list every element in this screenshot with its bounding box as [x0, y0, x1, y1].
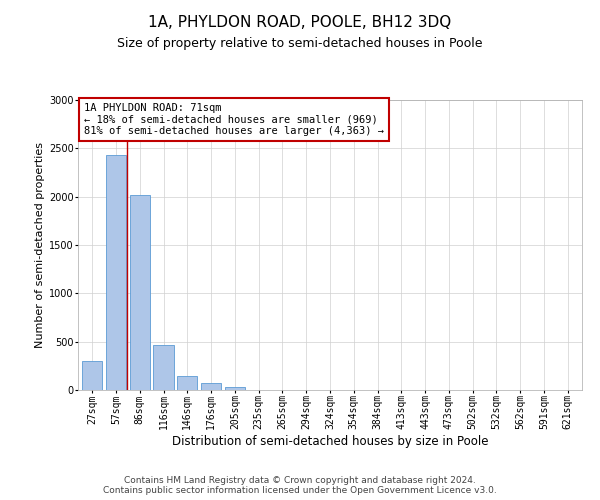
Bar: [130, 194, 150, 390]
Text: Contains HM Land Registry data © Crown copyright and database right 2024.
Contai: Contains HM Land Registry data © Crown c…: [103, 476, 497, 495]
Bar: [82, 361, 103, 390]
Bar: [177, 376, 197, 390]
Bar: [106, 155, 126, 390]
Y-axis label: Number of semi-detached properties: Number of semi-detached properties: [35, 142, 45, 348]
Text: Size of property relative to semi-detached houses in Poole: Size of property relative to semi-detach…: [117, 38, 483, 51]
Bar: [154, 344, 173, 390]
Bar: [201, 383, 221, 390]
Text: 1A PHYLDON ROAD: 71sqm
← 18% of semi-detached houses are smaller (969)
81% of se: 1A PHYLDON ROAD: 71sqm ← 18% of semi-det…: [84, 103, 384, 136]
X-axis label: Distribution of semi-detached houses by size in Poole: Distribution of semi-detached houses by …: [172, 435, 488, 448]
Bar: [225, 387, 245, 390]
Text: 1A, PHYLDON ROAD, POOLE, BH12 3DQ: 1A, PHYLDON ROAD, POOLE, BH12 3DQ: [148, 15, 452, 30]
